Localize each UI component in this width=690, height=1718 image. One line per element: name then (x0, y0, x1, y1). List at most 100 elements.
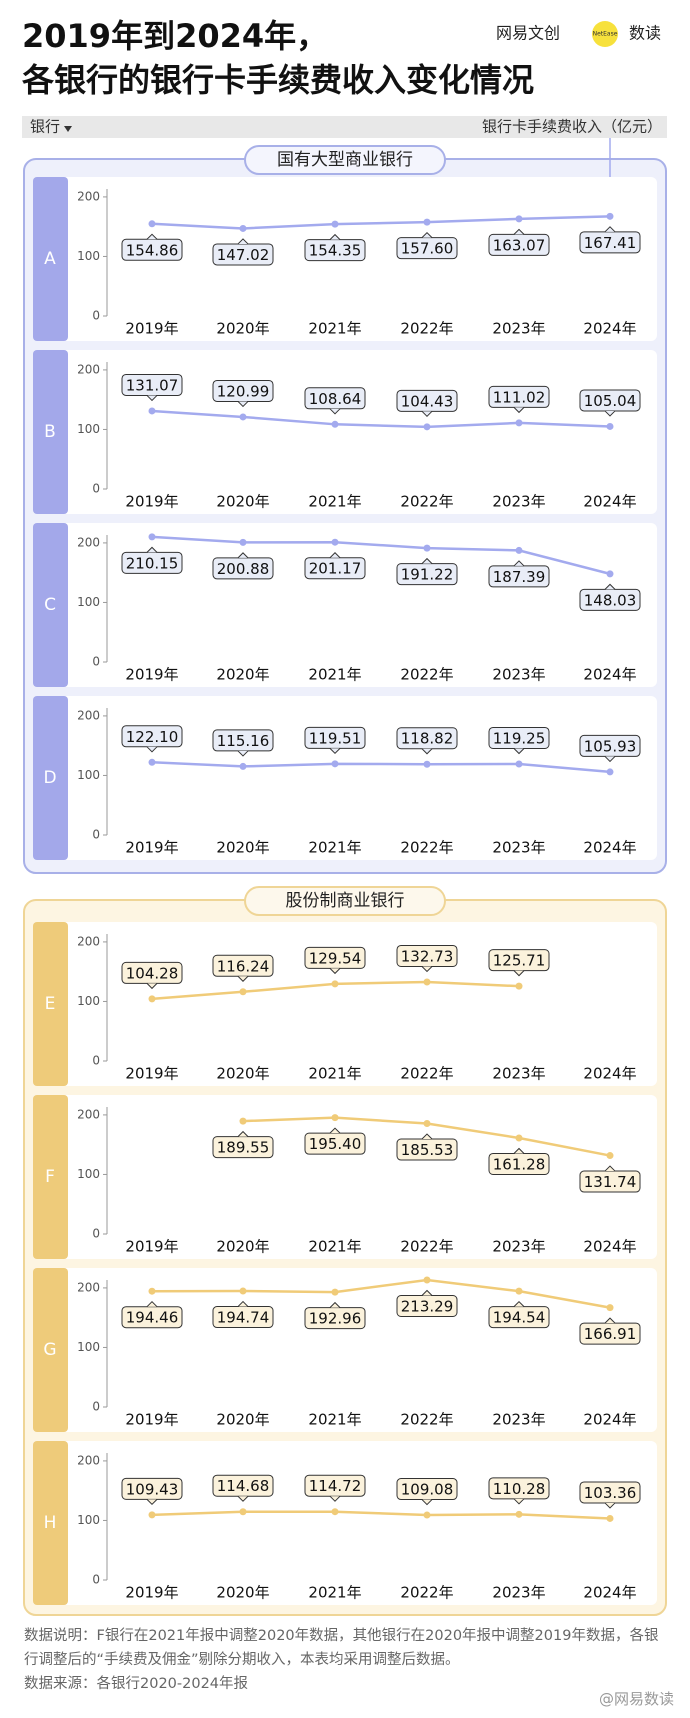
y-tick-label: 100 (77, 1167, 100, 1181)
x-tick-label: 2021年 (308, 839, 361, 857)
x-tick-label: 2024年 (583, 320, 636, 338)
x-tick-label: 2021年 (308, 320, 361, 338)
notes: 数据说明：F银行在2021年报中调整2020年数据，其他银行在2020年报中调整… (24, 1628, 659, 1668)
y-tick-label: 200 (77, 1107, 100, 1121)
point (148, 220, 156, 228)
x-tick-label: 2020年 (216, 1238, 269, 1256)
x-tick-label: 2022年 (400, 493, 453, 511)
point (239, 413, 247, 421)
label-pointer (513, 1147, 525, 1154)
point (606, 422, 614, 430)
arrow (64, 126, 72, 132)
group-title: 国有大型商业银行 (277, 150, 413, 170)
point (515, 982, 523, 990)
y-tick-label: 0 (92, 655, 100, 669)
point (423, 218, 431, 226)
label-pointer (329, 233, 341, 240)
x-tick-label: 2023年 (492, 493, 545, 511)
y-tick-label: 0 (92, 482, 100, 496)
label-pointer (146, 233, 158, 240)
point (331, 538, 339, 546)
data-label: 125.71 (493, 952, 546, 970)
x-tick-label: 2024年 (583, 493, 636, 511)
label-pointer (604, 583, 616, 590)
y-tick-label: 0 (92, 828, 100, 842)
data-label: 109.08 (401, 1481, 454, 1499)
label-pointer (237, 552, 249, 559)
panel-tab (33, 1268, 68, 1432)
point (331, 1288, 339, 1296)
label-pointer (513, 1300, 525, 1308)
panel-title: F (45, 1167, 55, 1187)
label-pointer (237, 975, 249, 982)
label-pointer (513, 970, 525, 977)
point (515, 1134, 523, 1142)
data-label: 210.15 (126, 554, 179, 572)
panel (33, 523, 657, 687)
point (515, 1287, 523, 1295)
point (148, 995, 156, 1003)
y-tick-label: 100 (77, 994, 100, 1008)
source: 数据来源：各银行2020-2024年报 (24, 1676, 249, 1692)
x-tick-label: 2024年 (583, 1065, 636, 1083)
group-title: 股份制商业银行 (286, 891, 405, 911)
logo: 网易文创 (496, 24, 560, 43)
y-tick-label: 100 (77, 1340, 100, 1354)
x-tick-label: 2020年 (216, 320, 269, 338)
x-tick-label: 2021年 (308, 1584, 361, 1602)
label-pointer (146, 395, 158, 402)
point (239, 762, 247, 770)
line (151, 409, 611, 429)
watermark: @网易数读 (598, 1690, 674, 1708)
point (423, 423, 431, 431)
y-tick-label: 100 (77, 1513, 100, 1527)
point (515, 419, 523, 427)
point (606, 1514, 614, 1522)
x-tick-label: 2020年 (216, 1065, 269, 1083)
title-line: 各银行的银行卡手续费收入变化情况 (22, 61, 534, 99)
data-label: 194.46 (126, 1309, 179, 1327)
data-label: 109.43 (126, 1480, 179, 1498)
data-label: 115.16 (217, 732, 270, 750)
data-label: 161.28 (493, 1155, 546, 1173)
x-tick-label: 2021年 (308, 493, 361, 511)
point (239, 224, 247, 232)
line (151, 215, 611, 230)
y-tick-label: 0 (92, 1400, 100, 1414)
x-tick-label: 2024年 (583, 1238, 636, 1256)
panel-title: E (45, 994, 56, 1014)
data-label: 120.99 (217, 382, 270, 400)
x-tick-label: 2023年 (492, 1065, 545, 1083)
point (239, 988, 247, 996)
label-pointer (146, 746, 158, 753)
label-pointer (237, 238, 249, 245)
data-label: 185.53 (401, 1141, 454, 1159)
y-tick-label: 0 (92, 1573, 100, 1587)
label-pointer (237, 750, 249, 757)
data-label: 191.22 (401, 566, 454, 584)
panel (33, 1095, 657, 1259)
data-label: 104.28 (126, 964, 179, 982)
title-line: 2019年到2024年， (22, 17, 328, 55)
label-pointer (513, 1498, 525, 1505)
point (331, 1114, 339, 1122)
label-pointer (604, 226, 616, 233)
point (606, 570, 614, 578)
data-label: 154.86 (126, 241, 179, 259)
point (239, 1117, 247, 1125)
x-tick-label: 2019年 (125, 1584, 178, 1602)
point (148, 758, 156, 766)
group-pill (244, 145, 446, 175)
panel-tab (33, 523, 68, 687)
x-tick-label: 2023年 (492, 1238, 545, 1256)
label-pointer (237, 1495, 249, 1502)
x-tick-label: 2022年 (400, 1411, 453, 1429)
data-label: 167.41 (584, 234, 637, 252)
x-tick-label: 2020年 (216, 839, 269, 857)
data-label: 131.07 (126, 376, 179, 394)
data-label: 195.40 (309, 1135, 362, 1153)
data-label: 114.68 (217, 1477, 270, 1495)
label-pointer (421, 1499, 433, 1506)
label-pointer (329, 968, 341, 975)
label-pointer (513, 228, 525, 235)
